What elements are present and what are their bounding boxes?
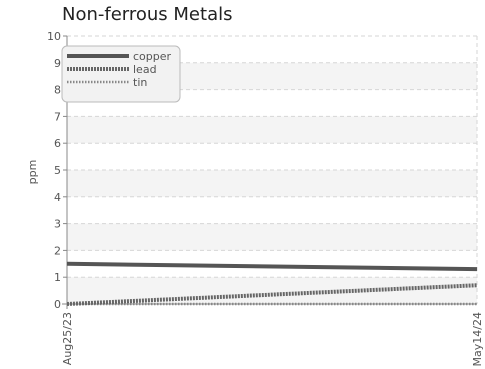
legend-box: [61, 45, 181, 103]
plot-band: [67, 277, 477, 304]
y-tick-label: 0: [54, 298, 61, 311]
series-line-lead: [66, 283, 478, 306]
grid-lines: [66, 35, 478, 305]
y-tick-label: 4: [54, 191, 61, 204]
plot-band: [67, 223, 477, 251]
x-tick-label: Aug25/23: [61, 312, 74, 365]
y-tick-label: 10: [47, 30, 61, 43]
y-tick-label: 1: [54, 271, 61, 284]
y-tick-label: 3: [54, 218, 61, 231]
chart-title: Non-ferrous Metals: [62, 4, 233, 25]
y-tick-label: 9: [54, 57, 61, 70]
legend-label-tin: tin: [133, 76, 147, 89]
plot-band: [67, 116, 477, 144]
y-tick-labels: 0 1 2 3 4 5 6 7 8 9 10: [47, 30, 61, 311]
y-tick-label: 5: [54, 164, 61, 177]
series-lines: [66, 261, 478, 306]
series-line-copper: [66, 261, 478, 272]
legend-label-lead: lead: [133, 63, 157, 76]
x-tick-labels: Aug25/23 May14/24: [61, 312, 484, 366]
y-tick-label: 6: [54, 137, 61, 150]
plot-band: [67, 170, 477, 197]
y-tick-label: 8: [54, 84, 61, 97]
y-tick-label: 7: [54, 110, 61, 123]
y-tick-label: 2: [54, 244, 61, 257]
x-tick-label: May14/24: [471, 312, 484, 366]
legend-label-copper: copper: [133, 50, 172, 63]
y-axis-label: ppm: [26, 160, 39, 185]
